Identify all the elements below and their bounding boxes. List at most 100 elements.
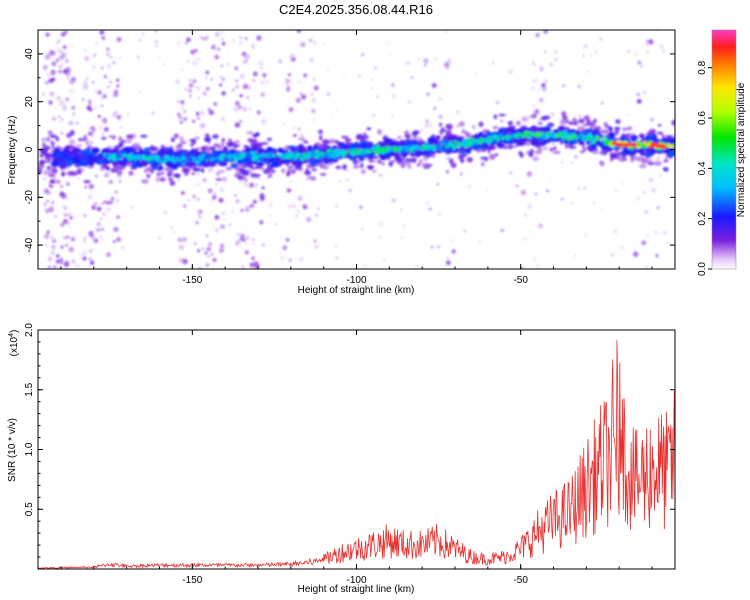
heat-cell	[453, 140, 458, 143]
heat-speckle	[86, 105, 92, 111]
heat-cell	[198, 156, 202, 160]
heat-speckle	[361, 227, 364, 230]
heat-cell	[443, 142, 449, 147]
spectrogram-panel: -150 -100 -50 -40 -20 0 20 40 Height of straig…	[7, 29, 676, 296]
heat-speckle	[102, 120, 105, 123]
heat-speckle	[201, 71, 203, 74]
heat-cell	[479, 137, 483, 141]
heat-speckle	[326, 92, 330, 96]
heat-speckle	[313, 85, 319, 91]
heat-speckle	[188, 88, 193, 93]
heat-speckle	[299, 92, 303, 95]
heat-speckle	[234, 66, 239, 71]
heat-cell	[132, 142, 141, 149]
heat-speckle	[56, 179, 61, 184]
heat-speckle	[58, 120, 62, 124]
heat-cell	[241, 152, 246, 157]
heat-speckle	[659, 43, 665, 49]
heat-speckle	[219, 187, 225, 193]
heat-speckle	[69, 88, 74, 94]
heat-speckle	[295, 97, 301, 103]
heat-cell	[542, 146, 548, 150]
heat-speckle	[195, 111, 200, 116]
heat-speckle	[48, 183, 53, 188]
heat-cell	[318, 163, 325, 167]
heat-speckle	[205, 70, 210, 75]
heat-cell	[319, 155, 324, 159]
heat-cell	[432, 147, 436, 152]
heat-speckle	[55, 254, 60, 258]
heat-speckle	[60, 132, 64, 135]
heat-speckle	[65, 59, 69, 63]
heat-cell	[536, 132, 542, 137]
heat-speckle	[260, 80, 265, 85]
heat-speckle	[376, 95, 379, 98]
heat-speckle	[113, 92, 119, 98]
heat-cell	[264, 153, 268, 156]
heat-speckle	[63, 212, 68, 217]
heat-cell	[627, 143, 633, 147]
heat-cell	[360, 151, 366, 156]
heat-speckle	[44, 208, 50, 214]
heat-speckle	[232, 38, 236, 43]
heat-cell	[252, 156, 257, 159]
heat-speckle	[261, 119, 266, 124]
heat-speckle	[252, 242, 255, 245]
heat-cell	[466, 139, 472, 143]
heat-speckle	[54, 215, 57, 218]
heat-speckle	[92, 81, 95, 84]
heat-cell	[51, 145, 55, 149]
heat-cell	[577, 135, 582, 139]
heat-cell	[128, 146, 133, 153]
heat-cell	[232, 144, 240, 148]
heat-speckle	[89, 126, 94, 131]
heat-cell	[164, 168, 170, 172]
heat-cell	[492, 125, 499, 130]
heat-cell	[498, 113, 507, 117]
heat-speckle	[71, 259, 76, 263]
heat-speckle	[234, 122, 241, 128]
heat-speckle	[183, 110, 187, 114]
heat-cell	[112, 134, 116, 141]
heat-speckle	[67, 222, 70, 226]
heat-speckle	[43, 202, 47, 207]
heat-cell	[241, 160, 248, 165]
heat-speckle	[65, 197, 69, 200]
heat-speckle	[534, 78, 539, 83]
heat-speckle	[65, 97, 69, 101]
heat-speckle	[177, 79, 179, 82]
heat-speckle	[202, 178, 207, 183]
heat-cell	[233, 157, 238, 162]
heat-speckle	[109, 200, 114, 205]
x-tick-label: -50	[513, 575, 528, 586]
heat-speckle	[121, 246, 125, 250]
heat-speckle	[217, 47, 221, 51]
heat-speckle	[259, 220, 264, 225]
heat-cell	[354, 149, 358, 153]
heat-cell	[628, 146, 635, 150]
heat-speckle	[176, 41, 181, 45]
heat-cell	[263, 168, 271, 175]
heat-speckle	[109, 56, 112, 59]
heat-speckle	[45, 32, 50, 37]
heat-cell	[349, 143, 358, 149]
heat-cell	[599, 151, 604, 155]
heat-speckle	[205, 234, 209, 237]
heat-speckle	[540, 65, 544, 70]
y-tick-label: -20	[24, 190, 35, 205]
colorbar-tick-label: 0.8	[697, 60, 708, 74]
heat-cell	[359, 155, 365, 162]
heat-cell	[242, 165, 249, 168]
heat-speckle	[666, 241, 669, 244]
heat-speckle	[48, 206, 54, 213]
heat-cell	[91, 156, 100, 161]
heat-cell	[663, 167, 669, 172]
heat-speckle	[69, 79, 75, 85]
heat-speckle	[93, 106, 97, 110]
heat-speckle	[287, 79, 292, 83]
heat-speckle	[131, 206, 134, 209]
heat-speckle	[214, 31, 220, 37]
heat-speckle	[207, 254, 211, 258]
heat-cell	[302, 140, 308, 144]
heat-cell	[145, 157, 151, 161]
